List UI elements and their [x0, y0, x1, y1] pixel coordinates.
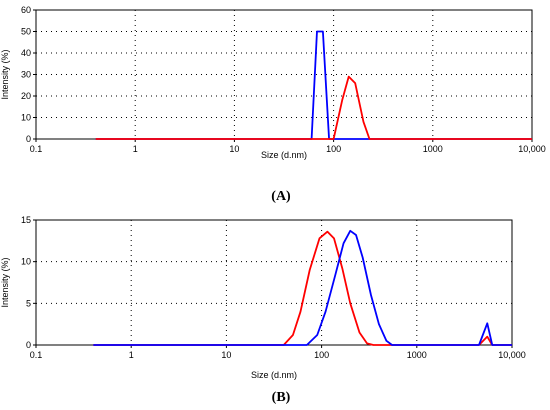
- chart-1-x-tick-label: 1000: [407, 350, 427, 360]
- chart-1-x-tick-label: 10,000: [498, 350, 526, 360]
- chart-1-x-tick-label: 0.1: [30, 350, 43, 360]
- chart-0-y-tick-label: 40: [21, 48, 31, 58]
- chart-1-y-tick-label: 0: [26, 340, 31, 350]
- chart-1-y-tick-label: 5: [26, 298, 31, 308]
- chart-1-y-tick-label: 15: [21, 215, 31, 225]
- chart-0-y-tick-label: 20: [21, 91, 31, 101]
- chart-0-series-line-2: [95, 75, 532, 140]
- chart-0-x-tick-label: 1: [133, 144, 138, 154]
- chart-0-y-tick-label: 0: [26, 134, 31, 144]
- panel-a-label: (A): [271, 189, 291, 204]
- chart-1-x-axis-label: Size (d.nm): [251, 370, 297, 380]
- chart-1-series-line-2: [93, 229, 512, 346]
- chart-1-y-tick-label: 10: [21, 257, 31, 267]
- panel-a-chart: 0 10 20 30 40 50 60 0.1 1 10 100 1000 10,000 Size (d.…: [0, 5, 546, 160]
- chart-0-y-axis-label: Intensity (%): [0, 49, 10, 99]
- panel-b-label: (B): [272, 390, 291, 405]
- chart-1-plot-frame: [35, 219, 513, 346]
- panel-b-chart: 0 5 10 15 0.1 1 10 100 1000 10,000 Size (d.nm) Inte…: [0, 215, 526, 380]
- chart-0-x-tick-label: 1000: [423, 144, 443, 154]
- chart-0-x-tick-label: 100: [326, 144, 341, 154]
- chart-0-y-tick-label: 10: [21, 113, 31, 123]
- chart-1-x-tick-label: 100: [314, 350, 329, 360]
- chart-0-y-tick-label: 60: [21, 5, 31, 15]
- chart-0-y-tick-label: 50: [21, 27, 31, 37]
- chart-0-x-tick-label: 10: [229, 144, 239, 154]
- chart-0-plot-frame: [35, 9, 533, 140]
- chart-0-x-tick-label: 0.1: [30, 144, 43, 154]
- chart-0-x-axis-label: Size (d.nm): [261, 150, 307, 160]
- chart-0-y-tick-label: 30: [21, 70, 31, 80]
- chart-0-x-tick-label: 10,000: [518, 144, 546, 154]
- chart-1-series-line-1: [93, 230, 512, 346]
- chart-1-y-axis-label: Intensity (%): [0, 257, 10, 307]
- chart-1-x-tick-label: 1: [129, 350, 134, 360]
- chart-0-series-line-1: [95, 30, 532, 140]
- chart-1-x-tick-label: 10: [221, 350, 231, 360]
